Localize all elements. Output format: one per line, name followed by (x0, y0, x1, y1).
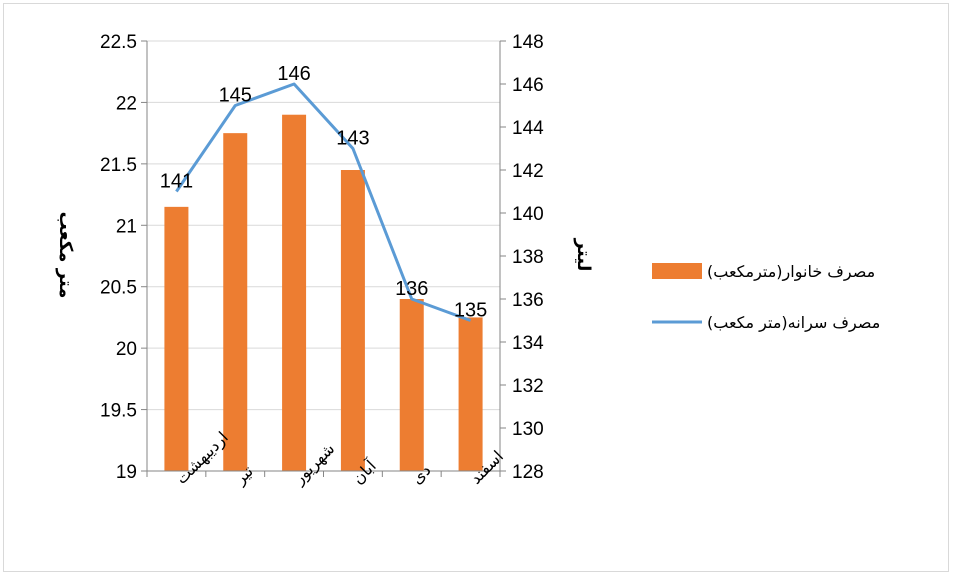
y-right-tick-label: 142 (512, 161, 544, 182)
y-right-axis-title: لیتر (573, 238, 594, 272)
y-left-tick-label: 22.5 (100, 32, 137, 53)
axes: 1919.52020.52121.52222.51281301321341361… (100, 32, 544, 489)
y-right-tick-label: 148 (512, 32, 544, 53)
legend-swatch-bar (652, 263, 702, 279)
y-right-tick-label: 128 (512, 462, 544, 483)
y-left-tick-label: 19 (116, 462, 137, 483)
y-right-tick-label: 130 (512, 419, 544, 440)
bar (223, 133, 248, 471)
y-left-tick-label: 20.5 (100, 278, 137, 299)
chart-frame (3, 3, 949, 572)
bar (399, 299, 424, 471)
y-left-axis-title: متر مکعب (55, 212, 76, 299)
y-right-tick-label: 136 (512, 290, 544, 311)
gridlines (147, 40, 500, 472)
data-label: 143 (336, 128, 369, 150)
y-left-tick-label: 22 (116, 93, 137, 114)
data-label: 141 (160, 171, 193, 193)
line-series (175, 82, 472, 322)
data-label: 136 (395, 278, 428, 300)
y-right-tick-label: 132 (512, 376, 544, 397)
y-left-tick-label: 21 (116, 216, 137, 237)
y-left-tick-label: 20 (116, 339, 137, 360)
y-left-tick-label: 21.5 (100, 155, 137, 176)
y-right-tick-label: 140 (512, 204, 544, 225)
bar (340, 170, 365, 471)
legend: مصرف خانوار(مترمکعب) مصرف سرانه(متر مکعب… (652, 262, 880, 333)
y-right-tick-label: 138 (512, 247, 544, 268)
data-label: 135 (454, 300, 487, 322)
line-path (175, 82, 472, 322)
bar (282, 114, 307, 471)
bar (458, 317, 483, 471)
data-label: 146 (277, 63, 310, 85)
y-right-tick-label: 134 (512, 333, 544, 354)
y-right-tick-label: 144 (512, 118, 544, 139)
bar (164, 206, 189, 471)
bar-series (164, 114, 483, 471)
data-labels: 141 145 146 143 136 135 (160, 63, 488, 322)
data-label: 145 (219, 85, 252, 107)
legend-label-bar: مصرف خانوار(مترمکعب) (707, 262, 875, 282)
y-right-tick-label: 146 (512, 75, 544, 96)
legend-label-line: مصرف سرانه(متر مکعب) (707, 313, 880, 333)
y-left-tick-label: 19.5 (100, 401, 137, 422)
